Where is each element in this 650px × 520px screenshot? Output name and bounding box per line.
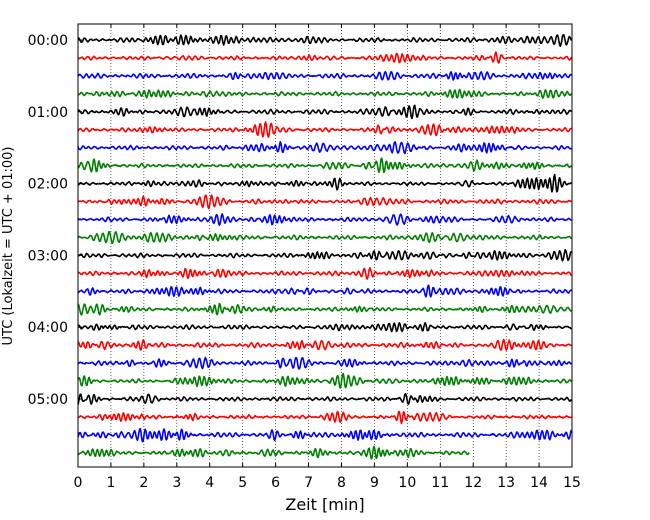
trace-0130 <box>77 140 573 155</box>
y-tick-label: 05:00 <box>28 392 68 408</box>
x-tick-label: 15 <box>563 475 581 491</box>
trace-0430 <box>77 356 572 370</box>
x-tick-label: 14 <box>530 475 548 491</box>
trace-0445 <box>77 372 573 389</box>
x-axis-label: Zeit [min] <box>285 495 364 514</box>
x-tick-label: 12 <box>464 475 482 491</box>
trace-0415 <box>77 338 573 351</box>
trace-0515 <box>77 410 572 425</box>
x-tick-label: 6 <box>271 475 280 491</box>
trace-0530 <box>77 427 573 443</box>
trace-0315 <box>77 267 572 280</box>
trace-0300 <box>77 248 572 262</box>
trace-0000 <box>77 34 573 47</box>
x-tick-label: 13 <box>497 475 515 491</box>
trace-0230 <box>77 213 572 227</box>
trace-0030 <box>77 70 572 81</box>
x-tick-label: 10 <box>398 475 416 491</box>
vertical-grid <box>110 24 540 467</box>
x-tick-label: 0 <box>74 475 83 491</box>
trace-0500 <box>77 392 573 405</box>
x-tick-label: 4 <box>205 475 214 491</box>
trace-0400 <box>77 322 572 333</box>
plot-frame <box>77 23 573 468</box>
x-tick-label: 1 <box>106 475 115 491</box>
x-tick-label: 2 <box>139 475 148 491</box>
trace-0215 <box>77 194 573 210</box>
trace-0015 <box>77 51 573 64</box>
trace-0545 <box>77 445 470 460</box>
trace-0100 <box>77 104 573 120</box>
x-tick-label: 3 <box>172 475 181 491</box>
trace-0200 <box>77 173 572 193</box>
x-tick-label: 5 <box>238 475 247 491</box>
y-tick-label: 00:00 <box>28 33 68 49</box>
x-tick-label: 8 <box>337 475 346 491</box>
y-axis: 00:00 01:00 02:00 03:00 04:00 05:00 <box>28 33 82 408</box>
trace-group <box>77 34 573 460</box>
trace-0115 <box>77 121 572 138</box>
x-tick-label: 11 <box>431 475 449 491</box>
y-tick-label: 04:00 <box>28 320 68 336</box>
x-tick-label: 9 <box>370 475 379 491</box>
trace-0145 <box>77 157 573 174</box>
y-tick-label: 01:00 <box>28 105 68 121</box>
trace-0245 <box>77 231 573 245</box>
x-tick-label: 7 <box>304 475 313 491</box>
y-tick-label: 02:00 <box>28 177 68 193</box>
y-axis-label: UTC (Lokalzeit = UTC + 01:00) <box>1 147 16 346</box>
trace-0045 <box>77 88 572 99</box>
trace-0330 <box>77 284 572 298</box>
x-axis: 0 1 2 3 4 5 6 7 8 9 10 11 12 13 14 15 <box>74 24 581 491</box>
trace-0345 <box>77 302 573 316</box>
y-tick-label: 03:00 <box>28 248 68 264</box>
